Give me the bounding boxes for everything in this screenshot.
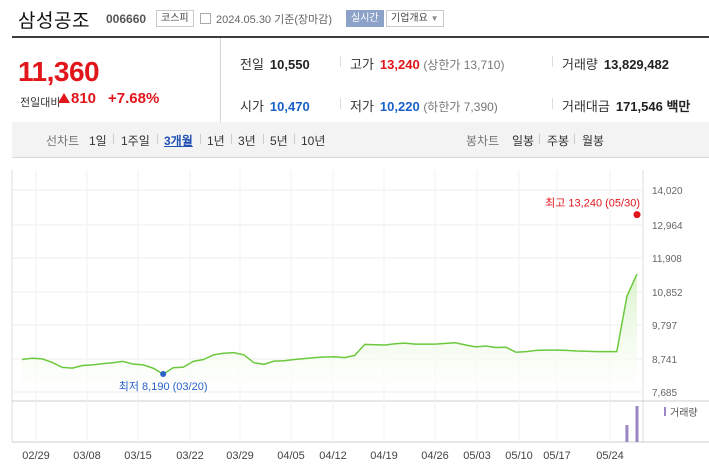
change-percent: +7.68%	[108, 90, 160, 107]
stock-code: 006660	[106, 12, 147, 26]
high-value: 13,240	[379, 57, 420, 72]
prev-close-value: 10,550	[269, 57, 310, 72]
current-price-box: 11,360 전일대비 810 +7.68%	[12, 38, 221, 123]
volume-value: 13,829,482	[603, 57, 669, 72]
y-tick-label: 11,908	[652, 254, 682, 265]
period-5y[interactable]: 5년	[270, 134, 288, 148]
high-label: 고가	[350, 57, 374, 72]
company-info-label: 기업개요	[391, 13, 428, 24]
max-point	[633, 211, 641, 219]
chevron-down-icon: ▼	[430, 14, 439, 23]
period-1w[interactable]: 1주일	[121, 134, 150, 148]
lower-limit: (하한가 7,390)	[423, 100, 498, 114]
y-tick-label: 14,020	[652, 186, 683, 197]
prev-close: 전일 10,550	[240, 54, 310, 73]
current-price: 11,360	[18, 56, 100, 87]
max-annotation: 최고 13,240 (05/30)	[545, 197, 640, 210]
divider	[340, 98, 341, 109]
line-chart-label: 선차트	[46, 134, 80, 148]
period-1y[interactable]: 1년	[207, 134, 225, 148]
x-tick-label: 03/15	[124, 450, 152, 462]
market-badge: 코스피	[156, 10, 194, 27]
x-tick-label: 05/17	[543, 450, 571, 462]
x-tick-label: 05/03	[463, 450, 491, 462]
volume: 거래량 13,829,482	[562, 54, 669, 73]
min-annotation: 최저 8,190 (03/20)	[119, 380, 208, 393]
stock-header: 삼성공조 006660 코스피 2024.05.30 기준(장마감) 실시간 기…	[0, 0, 709, 36]
candle-monthly[interactable]: 월봉	[582, 134, 605, 148]
volume-label: 거래량	[562, 57, 598, 72]
divider	[552, 56, 553, 67]
prev-close-label: 전일	[240, 57, 264, 72]
divider	[539, 134, 540, 144]
up-triangle-icon	[58, 93, 70, 103]
y-tick-label: 9,797	[652, 321, 677, 332]
volume-legend-swatch	[664, 407, 666, 416]
period-3y[interactable]: 3년	[238, 134, 256, 148]
high-price: 고가 13,240 (상한가 13,710)	[350, 54, 504, 73]
change-amount: 810	[58, 90, 96, 107]
change-label: 전일대비	[20, 97, 61, 109]
low-label: 저가	[350, 99, 374, 114]
price-area	[22, 274, 637, 390]
divider	[340, 56, 341, 67]
divider	[574, 134, 575, 144]
x-tick-label: 04/19	[370, 450, 398, 462]
x-tick-label: 04/26	[421, 450, 449, 462]
upper-limit: (상한가 13,710)	[423, 58, 505, 72]
volume-bar	[635, 406, 639, 442]
x-tick-label: 02/29	[22, 450, 50, 462]
x-tick-label: 05/10	[505, 450, 533, 462]
y-tick-label: 10,852	[652, 288, 683, 299]
price-summary: 11,360 전일대비 810 +7.68% 전일 10,550 고가 13,240…	[12, 36, 709, 124]
low-price: 저가 10,220 (하한가 7,390)	[350, 96, 498, 115]
open-value: 10,470	[269, 99, 310, 114]
candle-weekly[interactable]: 주봉	[547, 134, 570, 148]
divider	[263, 134, 264, 144]
price-line	[21, 273, 638, 375]
amount-label: 거래대금	[562, 99, 610, 114]
divider	[231, 134, 232, 144]
y-tick-label: 8,741	[652, 355, 677, 366]
low-value: 10,220	[379, 99, 420, 114]
base-date-text: 2024.05.30 기준(장마감)	[216, 14, 333, 26]
price-chart: 14,020 12,964 11,908 10,852 9,797 8,741 7,685 0…	[11, 170, 709, 462]
x-tick-label: 04/12	[319, 450, 347, 462]
candle-daily[interactable]: 일봉	[512, 134, 535, 148]
volume-legend-label: 거래량	[670, 407, 698, 419]
volume-bar	[625, 425, 629, 442]
x-tick-label: 03/22	[176, 450, 204, 462]
divider	[157, 134, 158, 144]
divider	[552, 98, 553, 109]
divider	[113, 134, 114, 144]
candle-chart-label: 봉차트	[466, 134, 500, 148]
open-price: 시가 10,470	[240, 96, 310, 115]
amount-value: 171,546 백만	[615, 99, 691, 114]
x-tick-label: 03/29	[226, 450, 254, 462]
min-point	[160, 371, 167, 378]
open-label: 시가	[240, 99, 264, 114]
trade-amount: 거래대금 171,546 백만	[562, 96, 690, 115]
calendar-icon	[200, 13, 211, 24]
divider	[200, 134, 201, 144]
period-1d[interactable]: 1일	[89, 134, 107, 148]
x-tick-label: 03/08	[73, 450, 101, 462]
x-tick-label: 04/05	[277, 450, 305, 462]
company-info-dropdown[interactable]: 기업개요 ▼	[386, 10, 444, 27]
period-selector: 선차트 1일 1주일 3개월 1년 3년 5년 10년 봉차트 일봉 주봉 월봉	[12, 122, 709, 158]
divider	[294, 134, 295, 144]
y-tick-label: 12,964	[652, 221, 683, 232]
stock-name: 삼성공조	[18, 11, 90, 32]
realtime-button[interactable]: 실시간	[346, 10, 384, 27]
change-amount-value: 810	[71, 90, 97, 107]
base-date: 2024.05.30 기준(장마감)	[200, 11, 332, 27]
period-3m[interactable]: 3개월	[164, 134, 193, 148]
x-tick-label: 05/24	[596, 450, 624, 462]
period-10y[interactable]: 10년	[301, 134, 326, 148]
y-tick-label: 7,685	[652, 388, 677, 399]
